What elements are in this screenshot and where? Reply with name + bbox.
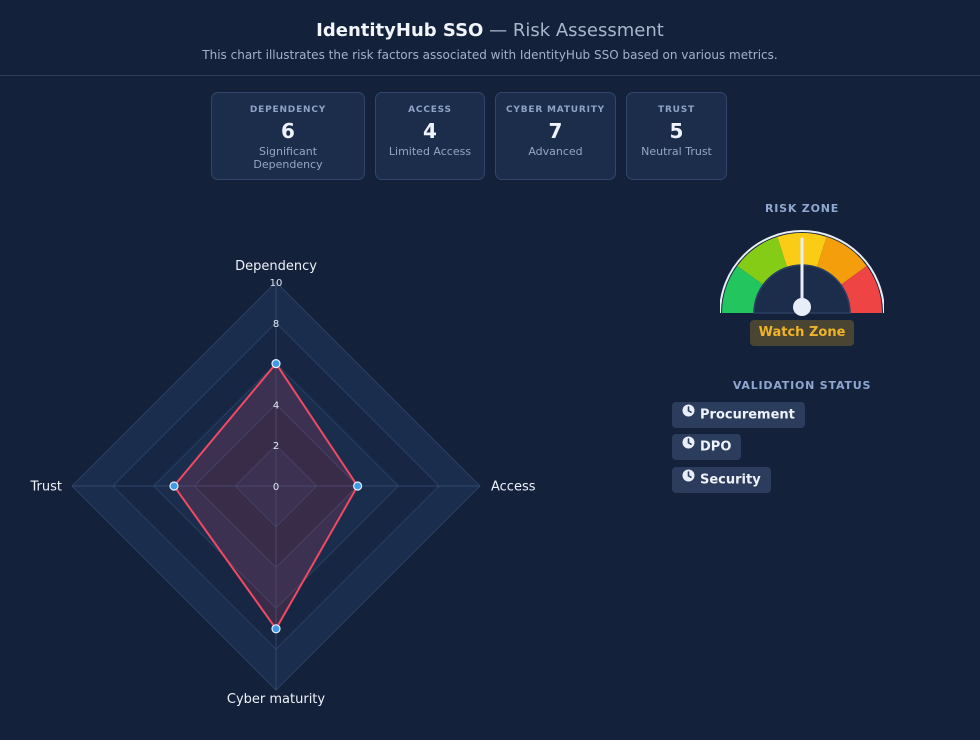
validation-item-label: Security [700,472,761,488]
radar-axis-label: Dependency [235,259,317,274]
radar-axis-label: Cyber maturity [227,692,326,707]
metric-card-value: 4 [423,119,437,143]
validation-item-dpo: DPO [672,433,742,460]
gauge-rim [720,230,884,314]
metric-card-desc: Limited Access [388,145,472,158]
page-name: Risk Assessment [512,20,664,41]
clock-icon [682,466,695,492]
radar-data-point [271,624,281,634]
metric-card-key: ACCESS [408,105,452,115]
radar-tick-label: 8 [273,319,279,330]
metric-card-value: 6 [281,119,295,143]
radar-tick-label: 10 [270,278,283,289]
metric-card-access: ACCESS 4 Limited Access [375,92,485,180]
validation-item-procurement: Procurement [672,402,805,428]
gauge-segment [840,265,882,313]
metric-card-desc: Significant Dependency [253,145,323,171]
validation-item-label: DPO [700,439,732,455]
metric-card-key: CYBER MATURITY [506,105,605,115]
gauge-segment [722,265,764,313]
radar-axis-label: Access [491,480,536,495]
metric-card-dependency: DEPENDENCY 6 Significant Dependency [211,92,365,180]
validation-item-label: Procurement [700,407,795,423]
app-name: IdentityHub SSO [316,20,484,41]
radar-data-point [353,481,363,491]
metric-card-value: 7 [548,119,563,143]
clock-icon [682,433,695,459]
clock-icon [682,401,695,427]
radar-tick-label: 2 [273,441,279,452]
risk-gauge [720,230,884,316]
gauge-hub [793,298,811,316]
metric-card-trust: TRUST 5 Neutral Trust [626,92,727,180]
metric-card-key: TRUST [658,105,695,115]
radar-chart: 0246810DependencyAccessCyber maturityTru… [30,259,536,707]
radar-data-point [169,481,179,491]
radar-axis-label: Trust [30,480,62,495]
page-title: IdentityHub SSO — Risk Assessment [0,20,980,42]
metric-card-cyber-maturity: CYBER MATURITY 7 Advanced [495,92,616,180]
risk-zone-heading: RISK ZONE [764,202,840,215]
validation-item-security: Security [672,467,771,493]
radar-tick-label: 4 [273,400,279,411]
page-header: IdentityHub SSO — Risk Assessment This c… [0,0,980,76]
metric-card-desc: Neutral Trust [641,145,712,158]
metric-card-desc: Advanced [528,145,583,158]
page-subtitle: This chart illustrates the risk factors … [202,48,778,62]
radar-tick-label: 0 [273,482,279,493]
radar-data-point [271,358,281,369]
metric-card-key: DEPENDENCY [249,105,327,115]
risk-zone-badge: Watch Zone [750,320,854,346]
metric-card-value: 5 [669,119,684,143]
validation-status-heading: VALIDATION STATUS [732,379,872,392]
title-separator: — [489,20,508,41]
